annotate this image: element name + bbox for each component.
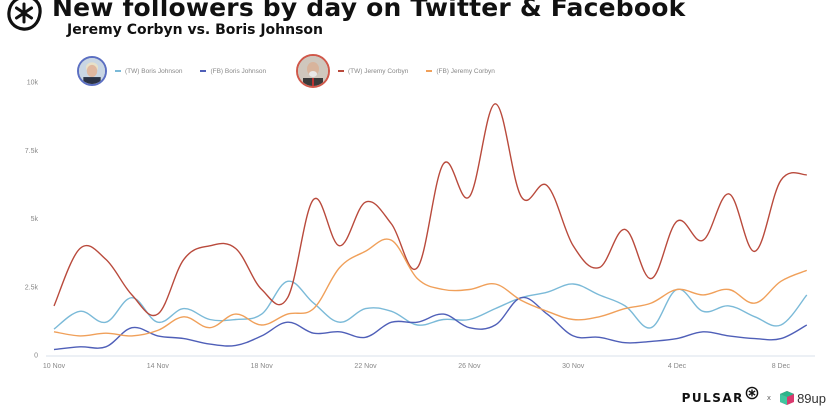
pulsar-mark-icon [745, 386, 759, 400]
avatar-jeremy-corbyn [296, 54, 330, 88]
chart-title: New followers by day on Twitter & Facebo… [52, 0, 686, 22]
legend-swatch [115, 70, 121, 72]
legend-swatch [338, 70, 344, 72]
x-tick-label: 4 Dec [668, 363, 687, 370]
title-row: New followers by day on Twitter & Facebo… [4, 0, 685, 33]
legend-item-tw-jeremy-corbyn[interactable]: (TW) Jeremy Corbyn [338, 68, 408, 75]
chart-subtitle: Jeremy Corbyn vs. Boris Johnson [67, 22, 324, 38]
legend-item-fb-boris-johnson[interactable]: (FB) Boris Johnson [200, 68, 266, 75]
legend-swatch [200, 70, 207, 72]
legend-label: (FB) Boris Johnson [210, 67, 267, 75]
x-axis: 10 Nov 14 Nov 18 Nov 22 Nov 26 Nov 30 Nov 4 De… [43, 363, 791, 370]
series-line-tw-boris-johnson [53, 280, 808, 330]
y-tick-label: 10k [27, 80, 39, 87]
y-tick-label: 5k [31, 216, 39, 223]
y-tick-label: 0 [34, 353, 38, 360]
x-tick-label: 26 Nov [458, 363, 481, 370]
y-tick-label: 2.5k [25, 284, 39, 291]
series-line-fb-boris-johnson [53, 296, 808, 351]
x-tick-label: 30 Nov [562, 363, 585, 370]
series-line-tw-jeremy-corbyn [53, 103, 807, 317]
legend-group-jeremy-corbyn: (TW) Jeremy Corbyn (FB) Jeremy Corbyn [296, 54, 513, 88]
y-tick-label: 7.5k [25, 148, 39, 155]
legend-label: (TW) Boris Johnson [125, 67, 183, 75]
x-tick-label: 10 Nov [43, 363, 66, 370]
times-separator: x [766, 394, 772, 402]
x-tick-label: 14 Nov [147, 363, 170, 370]
legend-group-boris-johnson: (TW) Boris Johnson (FB) Boris Johnson [77, 56, 284, 86]
series-lines [53, 103, 808, 351]
x-tick-label: 18 Nov [251, 363, 274, 370]
x-tick-label: 22 Nov [354, 363, 377, 370]
footer-branding: PULSAR x 89up [681, 386, 826, 406]
series-line-fb-jeremy-corbyn [53, 238, 808, 337]
legend-item-tw-boris-johnson[interactable]: (TW) Boris Johnson [115, 68, 182, 75]
pulsar-logo-icon [7, 0, 42, 31]
pulsar-brand: PULSAR [681, 391, 744, 405]
x-tick-label: 8 Dec [772, 363, 791, 370]
89up-cube-icon [780, 391, 795, 405]
y-axis: 0 2.5k 5k 7.5k 10k [25, 80, 39, 360]
legend-swatch [426, 70, 433, 72]
legend-label: (FB) Jeremy Corbyn [436, 67, 495, 75]
avatar-boris-johnson [77, 56, 107, 86]
89up-brand: 89up [797, 390, 826, 406]
legend-label: (TW) Jeremy Corbyn [348, 67, 409, 75]
legend-item-fb-jeremy-corbyn[interactable]: (FB) Jeremy Corbyn [426, 68, 495, 75]
